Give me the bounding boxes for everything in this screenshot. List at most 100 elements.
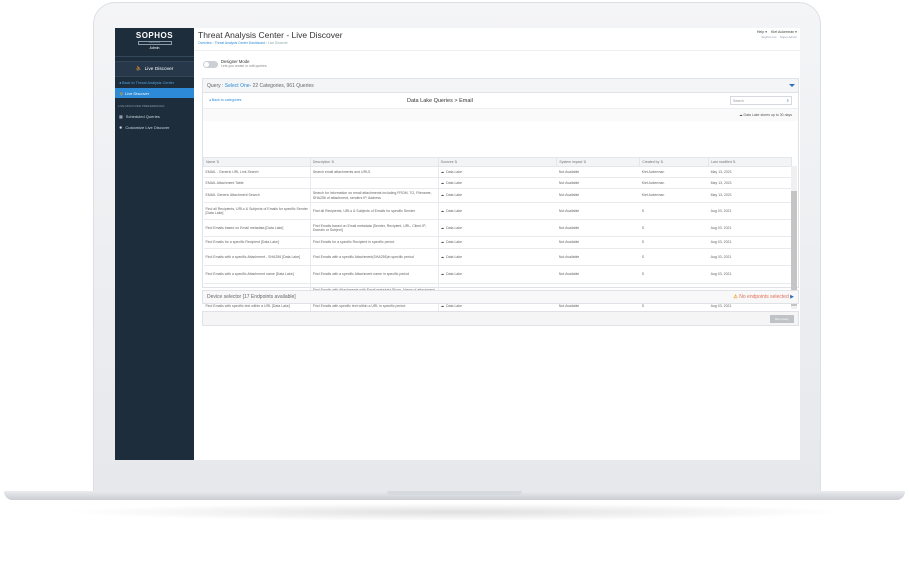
cell: Aug 03, 2021 bbox=[708, 236, 792, 249]
table-row[interactable]: EMAIL Generic Attachment Search Search fo… bbox=[203, 188, 792, 203]
column-header[interactable]: Created by ⇅ bbox=[639, 157, 710, 167]
cell: Not Available bbox=[556, 202, 640, 220]
cell: Not Available bbox=[556, 188, 640, 203]
category-path: Data Lake Queries > Email bbox=[407, 98, 473, 104]
sidebar-item-scheduled-queries[interactable]: ▦ Scheduled Queries bbox=[119, 114, 160, 119]
cell bbox=[310, 177, 439, 189]
gear-icon: ✹ bbox=[119, 125, 123, 130]
cell: ☁Data Lake bbox=[438, 177, 557, 189]
table-scrollbar[interactable] bbox=[791, 166, 797, 309]
cell: Find all Recipients, URLs & Subjects of … bbox=[203, 202, 311, 220]
cell: Not Available bbox=[556, 177, 640, 189]
cell: Not Available bbox=[556, 248, 640, 266]
cell: S bbox=[639, 202, 709, 220]
query-panel: Query : Select One - 22 Categories, 961 … bbox=[202, 78, 799, 312]
cloud-icon: ☁ bbox=[440, 240, 445, 245]
calendar-icon: ▦ bbox=[119, 114, 123, 119]
table-row[interactable]: Find Emails based on Email metadata [Dat… bbox=[203, 219, 792, 237]
cell: Aug 03, 2021 bbox=[708, 265, 792, 284]
screen: SOPHOS CENTRAL Admin ⛹ Live Discover ◂ Ba… bbox=[115, 28, 800, 460]
cell: May 13, 2021 bbox=[708, 188, 792, 203]
queries-table: Name ⇅ Description ⇅ Sources ⇅ System impac… bbox=[203, 157, 792, 312]
cell: S bbox=[639, 219, 709, 237]
cell: ☁Data Lake bbox=[438, 166, 557, 178]
device-selector[interactable]: Device selector [17 Endpoints available]… bbox=[202, 290, 799, 304]
cell: Search for information on email attachme… bbox=[310, 188, 439, 203]
table-row[interactable]: Find Emails for a specific Recipient [Da… bbox=[203, 236, 792, 249]
cell: Find Emails with a specific Attachment(S… bbox=[310, 248, 439, 266]
cell: Find Emails for a specific Recipient [Da… bbox=[203, 236, 311, 249]
user-name-menu[interactable]: Kiet Ackerman ▾ bbox=[771, 30, 797, 34]
cell: May 13, 2021 bbox=[708, 177, 792, 189]
table-row[interactable]: EMAIL Attachment Table ☁ Data Lake Not Avai… bbox=[203, 177, 792, 189]
back-to-categories-link[interactable]: ◂ Back to categories bbox=[209, 98, 242, 102]
cell: Not Available bbox=[556, 166, 640, 178]
sidebar-item-live-discover[interactable]: ⛹ Live Discover bbox=[115, 88, 194, 98]
sidebar-item-customize[interactable]: ✹ Customize Live Discover bbox=[119, 125, 170, 130]
help-menu[interactable]: Help ▾ bbox=[756, 30, 768, 34]
laptop-base bbox=[4, 491, 905, 500]
cell: ☁Data Lake bbox=[438, 265, 557, 284]
caret-down-icon[interactable] bbox=[789, 84, 795, 87]
cell: Kiet Ackerman bbox=[639, 177, 709, 189]
laptop-shadow bbox=[60, 503, 850, 521]
table-row[interactable]: Find Emails with a specific Attachment -… bbox=[203, 248, 792, 266]
prefs-heading: LIVE DISCOVER PREFERENCES bbox=[118, 104, 165, 108]
cloud-icon: ☁ bbox=[440, 193, 445, 198]
cell: Not Available bbox=[556, 236, 640, 249]
back-to-tac-link[interactable]: ◂ Back to Threat Analysis Center bbox=[119, 81, 175, 85]
caret-right-icon[interactable]: ▶ bbox=[790, 294, 794, 300]
column-header[interactable]: Last modified ⇅ bbox=[708, 157, 792, 167]
cell: EMAIL - Generic URL Link Search bbox=[203, 166, 311, 178]
main: Threat Analysis Center - Live Discover O… bbox=[194, 28, 800, 460]
column-header[interactable]: Name ⇅ bbox=[203, 157, 311, 167]
cell: ☁Data Lake bbox=[438, 188, 557, 203]
laptop-notch bbox=[387, 491, 522, 495]
cloud-icon: ☁ bbox=[440, 254, 445, 259]
cell: Find Emails for a specific Recipient in … bbox=[310, 236, 439, 249]
cloud-icon: ☁ bbox=[440, 208, 445, 213]
cell: Kiet Ackerman bbox=[639, 166, 709, 178]
run-query-button[interactable]: Run query bbox=[770, 315, 794, 323]
cloud-icon: ☁ bbox=[440, 169, 445, 174]
cell: S bbox=[639, 248, 709, 266]
column-header[interactable]: Sources ⇅ bbox=[437, 157, 558, 167]
table-row[interactable]: Find all Recipients, URLs & Subjects of … bbox=[203, 202, 792, 220]
cell: Find Emails with a specific Attachment -… bbox=[203, 248, 311, 266]
breadcrumb: Overview › Threat Analysis Center Dashbo… bbox=[198, 41, 288, 45]
sidebar: SOPHOS CENTRAL Admin ⛹ Live Discover ◂ Ba… bbox=[115, 28, 194, 460]
cloud-icon: ☁ bbox=[440, 272, 445, 277]
cloud-icon: ☁ bbox=[440, 180, 445, 185]
cloud-icon: ☁ bbox=[739, 113, 743, 117]
column-header[interactable]: Description ⇅ bbox=[309, 157, 439, 167]
cell: ☁Data Lake bbox=[438, 236, 557, 249]
cell: Aug 03, 2021 bbox=[708, 219, 792, 237]
designer-mode-toggle[interactable] bbox=[203, 61, 218, 68]
run-bar: Run query bbox=[202, 311, 799, 326]
cell: Find Emails based on Email metadata [Sen… bbox=[310, 219, 439, 237]
table-row[interactable]: EMAIL - Generic URL Link Search Search em… bbox=[203, 166, 792, 178]
search-icon[interactable]: ⌕ bbox=[786, 98, 789, 103]
cell: Aug 03, 2021 bbox=[708, 248, 792, 266]
table-row[interactable]: Find Emails with a specific Attachment n… bbox=[203, 265, 792, 284]
cloud-icon: ☁ bbox=[440, 225, 445, 230]
cell: ☁Data Lake bbox=[438, 202, 557, 220]
cell: Find Emails with a specific Attachment n… bbox=[310, 265, 439, 284]
search-input[interactable]: Search ⌕ bbox=[730, 96, 792, 105]
cell: Kiet Ackerman bbox=[639, 188, 709, 203]
sophos-logo: SOPHOS CENTRAL Admin bbox=[115, 28, 194, 57]
cell: Not Available bbox=[556, 219, 640, 237]
scrollbar-thumb[interactable] bbox=[791, 191, 797, 306]
page-title: Threat Analysis Center - Live Discover bbox=[198, 30, 343, 40]
data-lake-note: ☁ Data Lake stores up to 30 days bbox=[203, 109, 798, 121]
cell: Aug 03, 2021 bbox=[708, 202, 792, 220]
cell: S bbox=[639, 236, 709, 249]
column-header[interactable]: System impact ⇅ bbox=[556, 157, 641, 167]
cell: Find Emails based on Email metadata [Dat… bbox=[203, 219, 311, 237]
cell: S bbox=[639, 265, 709, 284]
cloud-icon: ☁ bbox=[440, 303, 445, 308]
cell: May 13, 2021 bbox=[708, 166, 792, 178]
divider bbox=[194, 50, 800, 51]
query-selector[interactable]: Query : Select One - 22 Categories, 961 … bbox=[203, 79, 798, 93]
cell: Find Emails with a specific Attachment n… bbox=[203, 265, 311, 284]
